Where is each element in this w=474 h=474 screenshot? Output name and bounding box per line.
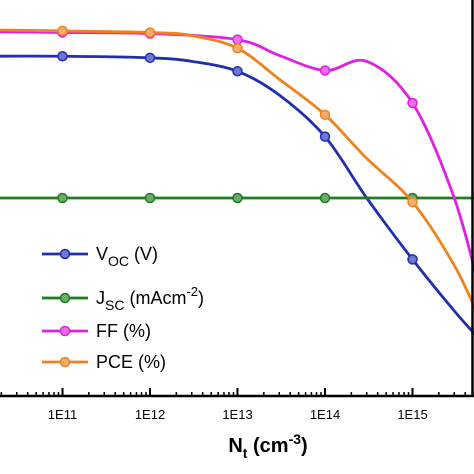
x-axis-title: Nt (cm-3) [228,431,307,461]
x-axis-title-sup: -3 [289,431,302,447]
data-point-3-4 [319,109,331,121]
legend: VOC (V) JSC (mAcm-2) FF (%) PCE (%) [42,244,204,372]
data-point-0-5 [407,254,418,265]
series-line-3 [0,28,474,310]
legend-label-0: VOC (V) [96,244,158,269]
legend-item-1: JSC (mAcm-2) [42,284,204,313]
x-tick-label: 1E15 [397,407,427,422]
data-point-0-3 [232,66,243,77]
data-point-2-5 [407,97,418,109]
legend-label-1: JSC (mAcm-2) [96,284,204,313]
x-tick-label: 1E14 [310,407,340,422]
series-3 [0,25,474,310]
x-tick-label: 1E12 [135,407,165,422]
legend-label-3: PCE (%) [96,352,166,372]
legend-marker-3 [59,356,71,368]
data-point-1-4 [319,192,331,204]
data-point-1-1 [57,192,68,204]
x-axis-title-sub: t [243,445,248,461]
data-point-3-3 [232,43,243,54]
data-point-0-4 [319,131,331,142]
legend-label-2: FF (%) [96,321,151,341]
legend-marker-2 [59,325,71,337]
series-line-0 [0,54,474,336]
x-axis-title-close: ) [301,435,308,457]
data-point-1-2 [144,192,156,204]
legend-item-2: FF (%) [42,321,151,341]
data-point-1-3 [232,192,243,204]
series-1 [0,192,474,204]
legend-item-3: PCE (%) [42,352,166,372]
legend-item-0: VOC (V) [42,244,158,269]
series-0 [0,50,474,336]
x-axis-title-unit: (cm [247,435,288,457]
x-ticks: 1E11 1E12 1E13 1E14 1E15 [0,388,466,422]
series-layer [0,25,474,336]
data-point-2-4 [319,65,331,76]
x-axis-title-main: N [228,435,242,457]
data-point-0-1 [57,50,68,62]
data-point-0-2 [144,52,156,64]
data-point-3-5 [407,196,418,208]
data-point-3-2 [144,27,156,38]
legend-marker-0 [59,248,71,260]
data-point-2-3 [232,34,243,45]
legend-marker-1 [59,292,71,304]
x-tick-label: 1E11 [48,407,77,422]
x-tick-label: 1E13 [222,407,252,422]
data-point-3-1 [57,25,68,37]
